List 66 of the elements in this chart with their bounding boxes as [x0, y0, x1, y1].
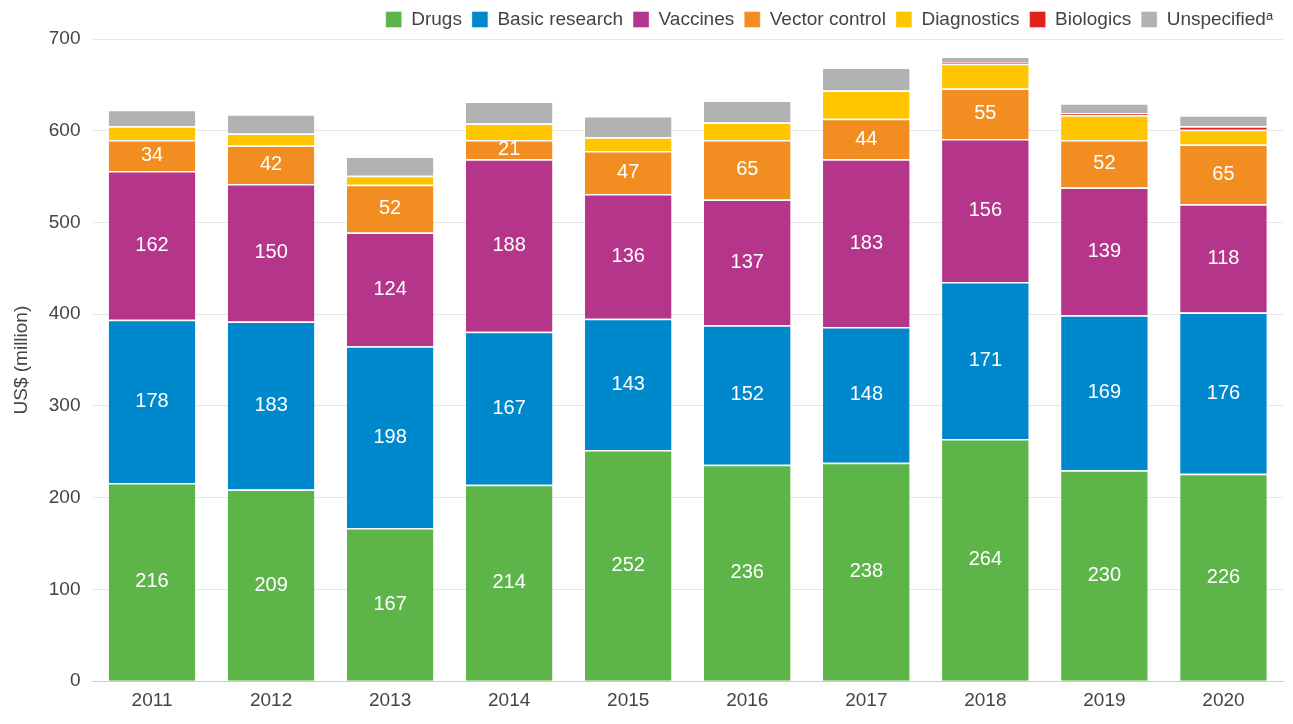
data-label: 236: [730, 560, 764, 583]
y-tick-label: 100: [48, 577, 81, 599]
y-tick-label: 500: [48, 210, 81, 232]
legend-label: Drugs: [411, 7, 462, 29]
data-label: 44: [855, 126, 878, 149]
data-label: 47: [617, 160, 640, 182]
x-tick-label: 2012: [249, 688, 293, 710]
data-label: 176: [1206, 380, 1241, 403]
data-label: 209: [254, 572, 288, 595]
data-label: 52: [1093, 151, 1116, 174]
legend-label: Unspecifiedᵃ: [1166, 7, 1274, 29]
data-label: 156: [968, 198, 1003, 221]
data-label: 183: [254, 393, 288, 416]
x-tick-label: 2017: [845, 688, 888, 710]
x-tick-label: 2020: [1202, 688, 1245, 710]
data-label: 52: [379, 196, 402, 219]
data-label: 65: [736, 157, 759, 180]
x-tick-label: 2016: [726, 688, 769, 710]
data-label: 198: [373, 424, 407, 447]
data-label: 226: [1206, 564, 1241, 587]
data-label: 137: [730, 249, 764, 272]
x-tick-label: 2014: [488, 688, 531, 710]
data-label: 21: [498, 137, 521, 160]
legend-label: Vector control: [769, 7, 886, 29]
data-label: 214: [492, 570, 526, 593]
y-tick-label: 700: [48, 27, 81, 49]
data-label: 162: [135, 232, 169, 255]
x-tick-label: 2011: [131, 688, 173, 710]
data-label: 152: [730, 382, 764, 405]
x-tick-label: 2018: [964, 688, 1007, 710]
y-tick-label: 200: [48, 485, 81, 507]
y-tick-label: 600: [48, 118, 81, 140]
y-tick-label: 0: [69, 669, 81, 691]
data-label: 167: [492, 395, 526, 418]
data-label: 143: [611, 371, 645, 394]
x-tick-label: 2013: [368, 688, 412, 710]
y-tick-label: 300: [48, 394, 81, 416]
data-label: 148: [849, 382, 884, 405]
data-label: 55: [974, 101, 997, 124]
legend-label: Vaccines: [658, 7, 735, 29]
data-label: 136: [611, 243, 645, 266]
data-label: 188: [492, 232, 526, 255]
legend-label: Basic research: [497, 7, 624, 29]
legend-label: Biologics: [1055, 7, 1132, 29]
data-label: 34: [140, 143, 164, 166]
data-label: 65: [1212, 161, 1235, 184]
legend-label: Diagnostics: [921, 7, 1020, 29]
x-tick-label: 2015: [607, 688, 650, 710]
data-label: 178: [135, 388, 169, 411]
y-tick-label: 400: [48, 302, 81, 324]
data-label: 230: [1087, 562, 1122, 585]
data-label: 183: [849, 230, 884, 253]
data-label: 150: [254, 240, 288, 263]
data-label: 264: [968, 547, 1003, 570]
data-label: 139: [1087, 238, 1122, 261]
y-axis-title: US$ (million): [9, 305, 31, 415]
data-label: 169: [1087, 380, 1122, 403]
data-label: 252: [611, 552, 645, 575]
data-label: 171: [968, 348, 1003, 371]
data-label: 118: [1207, 245, 1240, 268]
data-label: 42: [259, 152, 283, 175]
data-label: 167: [373, 591, 407, 614]
x-tick-label: 2019: [1083, 688, 1126, 710]
data-label: 216: [135, 569, 169, 592]
data-label: 124: [373, 276, 407, 299]
data-label: 238: [849, 559, 884, 582]
